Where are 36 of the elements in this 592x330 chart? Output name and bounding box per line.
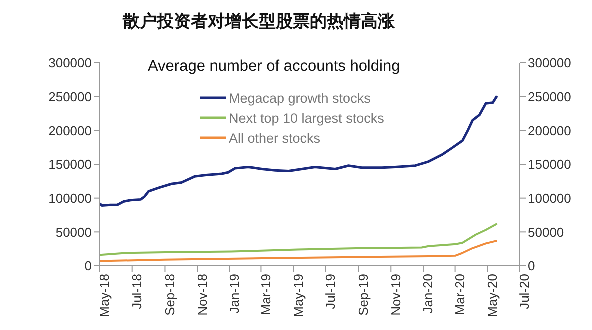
y-tick-label: 150000 bbox=[48, 157, 92, 172]
x-tick-label: Sep-19 bbox=[356, 274, 372, 316]
chart-title: 散户投资者对增长型股票的热情高涨 bbox=[123, 11, 395, 33]
y2-tick-label: 50000 bbox=[528, 224, 564, 240]
line-series bbox=[100, 240, 498, 262]
x-tick-label: Sep-18 bbox=[162, 274, 178, 316]
x-tick-label: Nov-19 bbox=[388, 274, 404, 316]
legend-label: All other stocks bbox=[229, 130, 321, 146]
x-tick-label: Jul-18 bbox=[130, 274, 145, 310]
x-tick-label: Jul-19 bbox=[323, 274, 338, 310]
x-tick-label: Nov-18 bbox=[194, 274, 210, 316]
y-tick-label: 250000 bbox=[48, 89, 92, 104]
y2-tick-label: 150000 bbox=[528, 157, 572, 172]
y-tick-label: 0 bbox=[84, 258, 92, 274]
x-tick-label: May-18 bbox=[97, 274, 112, 318]
legend-label: Megacap growth stocks bbox=[229, 90, 371, 106]
x-tick-label: Mar-19 bbox=[258, 274, 274, 316]
x-tick-label: May-20 bbox=[484, 274, 500, 318]
x-tick-label: Jan-20 bbox=[420, 274, 436, 314]
y2-tick-label: 0 bbox=[528, 258, 536, 274]
line-series bbox=[100, 94, 498, 208]
x-tick-label: Jan-19 bbox=[227, 274, 242, 314]
x-tick-label: May-19 bbox=[290, 274, 306, 318]
line-series bbox=[100, 223, 498, 256]
x-tick-label: Jul-20 bbox=[517, 274, 532, 310]
y-tick-label: 300000 bbox=[48, 56, 92, 71]
y-tick-label: 100000 bbox=[48, 190, 92, 206]
chart-subtitle: Average number of accounts holding bbox=[148, 58, 400, 76]
y2-tick-label: 100000 bbox=[528, 190, 572, 206]
y-tick-label: 200000 bbox=[48, 123, 92, 138]
legend-label: Next top 10 largest stocks bbox=[229, 110, 384, 126]
x-tick-label: Mar-20 bbox=[452, 274, 468, 316]
y2-tick-label: 200000 bbox=[528, 123, 572, 138]
y-tick-label: 50000 bbox=[56, 224, 92, 240]
y2-tick-label: 250000 bbox=[528, 89, 572, 104]
y2-tick-label: 300000 bbox=[528, 56, 572, 71]
